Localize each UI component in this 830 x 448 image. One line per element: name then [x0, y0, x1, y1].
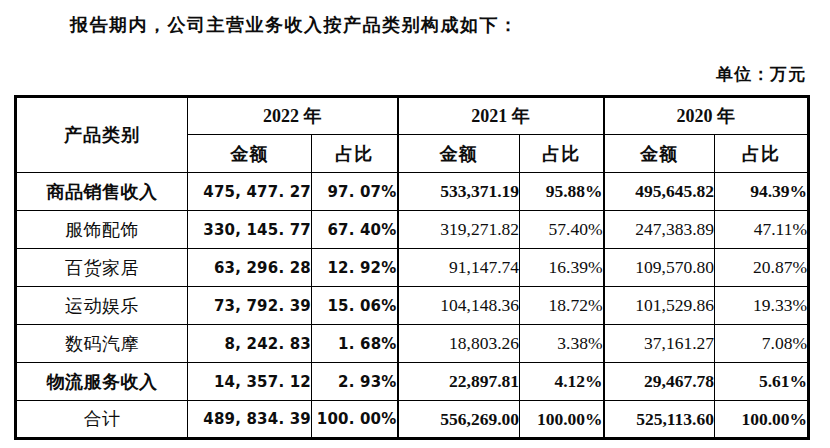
ratio-cell: 18.72% — [520, 287, 604, 325]
amount-cell: 104,148.36 — [398, 287, 520, 325]
row-label-cell: 百货家居 — [16, 249, 188, 287]
amount-header-cell: 金额 — [188, 135, 312, 173]
row-label-cell: 服饰配饰 — [16, 211, 188, 249]
amount-header-cell: 金额 — [398, 135, 520, 173]
row-label-cell: 合计 — [16, 401, 188, 439]
ratio-cell: 57.40% — [520, 211, 604, 249]
row-label-cell: 运动娱乐 — [16, 287, 188, 325]
table-row: 数码汽摩 8, 242. 83 1. 68% 18,803.26 3.38% 3… — [16, 325, 809, 363]
ratio-cell: 47.11% — [715, 211, 809, 249]
amount-cell: 489, 834. 39 — [188, 401, 312, 439]
table-row: 百货家居 63, 296. 28 12. 92% 91,147.74 16.39… — [16, 249, 809, 287]
amount-cell: 29,467.78 — [604, 363, 715, 401]
amount-cell: 319,271.82 — [398, 211, 520, 249]
category-header-cell: 产品类别 — [16, 97, 188, 173]
unit-label: 单位：万元 — [716, 63, 806, 86]
ratio-cell: 2. 93% — [312, 363, 398, 401]
row-label-cell: 商品销售收入 — [16, 173, 188, 211]
ratio-cell: 1. 68% — [312, 325, 398, 363]
ratio-header-cell: 占比 — [312, 135, 398, 173]
table-header-row-years: 产品类别 2022 年 2021 年 2020 年 — [16, 97, 809, 135]
ratio-cell: 100. 00% — [312, 401, 398, 439]
ratio-cell: 3.38% — [520, 325, 604, 363]
amount-cell: 63, 296. 28 — [188, 249, 312, 287]
table-row: 服饰配饰 330, 145. 77 67. 40% 319,271.82 57.… — [16, 211, 809, 249]
table-row: 运动娱乐 73, 792. 39 15. 06% 104,148.36 18.7… — [16, 287, 809, 325]
ratio-cell: 4.12% — [520, 363, 604, 401]
ratio-cell: 97. 07% — [312, 173, 398, 211]
amount-cell: 73, 792. 39 — [188, 287, 312, 325]
revenue-by-product-table: 产品类别 2022 年 2021 年 2020 年 金额 占比 金额 占比 金额… — [14, 95, 810, 440]
table-row-total: 合计 489, 834. 39 100. 00% 556,269.00 100.… — [16, 401, 809, 439]
amount-cell: 14, 357. 12 — [188, 363, 312, 401]
table-row: 物流服务收入 14, 357. 12 2. 93% 22,897.81 4.12… — [16, 363, 809, 401]
amount-cell: 91,147.74 — [398, 249, 520, 287]
ratio-cell: 7.08% — [715, 325, 809, 363]
ratio-cell: 15. 06% — [312, 287, 398, 325]
year-header-2022: 2022 年 — [188, 97, 398, 135]
ratio-cell: 67. 40% — [312, 211, 398, 249]
row-label-cell: 数码汽摩 — [16, 325, 188, 363]
amount-cell: 495,645.82 — [604, 173, 715, 211]
ratio-header-cell: 占比 — [715, 135, 809, 173]
amount-cell: 18,803.26 — [398, 325, 520, 363]
amount-cell: 330, 145. 77 — [188, 211, 312, 249]
ratio-cell: 95.88% — [520, 173, 604, 211]
ratio-cell: 5.61% — [715, 363, 809, 401]
amount-cell: 22,897.81 — [398, 363, 520, 401]
ratio-cell: 16.39% — [520, 249, 604, 287]
ratio-header-cell: 占比 — [520, 135, 604, 173]
amount-cell: 109,570.80 — [604, 249, 715, 287]
ratio-cell: 100.00% — [520, 401, 604, 439]
ratio-cell: 12. 92% — [312, 249, 398, 287]
amount-cell: 101,529.86 — [604, 287, 715, 325]
amount-cell: 8, 242. 83 — [188, 325, 312, 363]
table-row: 商品销售收入 475, 477. 27 97. 07% 533,371.19 9… — [16, 173, 809, 211]
ratio-cell: 20.87% — [715, 249, 809, 287]
amount-cell: 475, 477. 27 — [188, 173, 312, 211]
amount-cell: 37,161.27 — [604, 325, 715, 363]
amount-cell: 533,371.19 — [398, 173, 520, 211]
amount-cell: 525,113.60 — [604, 401, 715, 439]
row-label-cell: 物流服务收入 — [16, 363, 188, 401]
amount-cell: 247,383.89 — [604, 211, 715, 249]
ratio-cell: 19.33% — [715, 287, 809, 325]
ratio-cell: 94.39% — [715, 173, 809, 211]
amount-header-cell: 金额 — [604, 135, 715, 173]
ratio-cell: 100.00% — [715, 401, 809, 439]
amount-cell: 556,269.00 — [398, 401, 520, 439]
document-page: 报告期内，公司主营业务收入按产品类别构成如下： 单位：万元 产品类别 2022 … — [0, 0, 830, 448]
year-header-2020: 2020 年 — [604, 97, 809, 135]
intro-text: 报告期内，公司主营业务收入按产品类别构成如下： — [70, 13, 519, 37]
year-header-2021: 2021 年 — [398, 97, 604, 135]
